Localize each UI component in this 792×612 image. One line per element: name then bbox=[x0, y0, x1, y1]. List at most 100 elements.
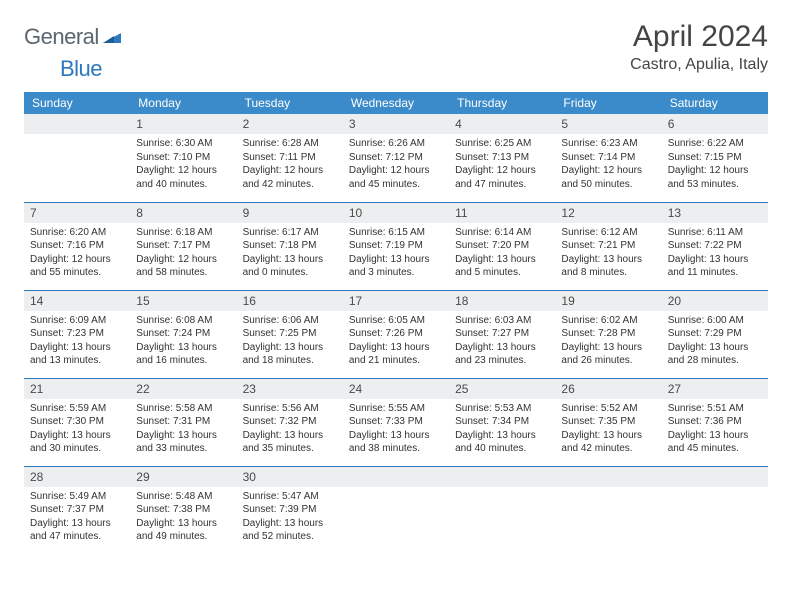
calendar-cell: 26Sunrise: 5:52 AMSunset: 7:35 PMDayligh… bbox=[555, 378, 661, 466]
day-details: Sunrise: 6:14 AMSunset: 7:20 PMDaylight:… bbox=[449, 223, 555, 284]
day-number: 9 bbox=[237, 203, 343, 223]
calendar-cell: 27Sunrise: 5:51 AMSunset: 7:36 PMDayligh… bbox=[662, 378, 768, 466]
day-details: Sunrise: 6:02 AMSunset: 7:28 PMDaylight:… bbox=[555, 311, 661, 372]
day-header: Tuesday bbox=[237, 92, 343, 114]
calendar-cell: 15Sunrise: 6:08 AMSunset: 7:24 PMDayligh… bbox=[130, 290, 236, 378]
day-header: Monday bbox=[130, 92, 236, 114]
location-text: Castro, Apulia, Italy bbox=[630, 56, 768, 74]
calendar-table: Sunday Monday Tuesday Wednesday Thursday… bbox=[24, 92, 768, 554]
day-header: Wednesday bbox=[343, 92, 449, 114]
day-number: 6 bbox=[662, 114, 768, 134]
day-number: 24 bbox=[343, 379, 449, 399]
day-header: Saturday bbox=[662, 92, 768, 114]
day-header-row: Sunday Monday Tuesday Wednesday Thursday… bbox=[24, 92, 768, 114]
calendar-cell: 17Sunrise: 6:05 AMSunset: 7:26 PMDayligh… bbox=[343, 290, 449, 378]
day-details: Sunrise: 6:12 AMSunset: 7:21 PMDaylight:… bbox=[555, 223, 661, 284]
calendar-cell: 11Sunrise: 6:14 AMSunset: 7:20 PMDayligh… bbox=[449, 202, 555, 290]
day-details: Sunrise: 6:26 AMSunset: 7:12 PMDaylight:… bbox=[343, 134, 449, 195]
calendar-week-row: 14Sunrise: 6:09 AMSunset: 7:23 PMDayligh… bbox=[24, 290, 768, 378]
calendar-cell: 5Sunrise: 6:23 AMSunset: 7:14 PMDaylight… bbox=[555, 114, 661, 202]
calendar-cell: 6Sunrise: 6:22 AMSunset: 7:15 PMDaylight… bbox=[662, 114, 768, 202]
day-details: Sunrise: 5:52 AMSunset: 7:35 PMDaylight:… bbox=[555, 399, 661, 460]
day-details: Sunrise: 6:30 AMSunset: 7:10 PMDaylight:… bbox=[130, 134, 236, 195]
day-number: 16 bbox=[237, 291, 343, 311]
day-number: 30 bbox=[237, 467, 343, 487]
day-details: Sunrise: 5:58 AMSunset: 7:31 PMDaylight:… bbox=[130, 399, 236, 460]
day-number: 19 bbox=[555, 291, 661, 311]
day-number: 18 bbox=[449, 291, 555, 311]
day-details: Sunrise: 6:18 AMSunset: 7:17 PMDaylight:… bbox=[130, 223, 236, 284]
calendar-body: 1Sunrise: 6:30 AMSunset: 7:10 PMDaylight… bbox=[24, 114, 768, 554]
calendar-cell: 19Sunrise: 6:02 AMSunset: 7:28 PMDayligh… bbox=[555, 290, 661, 378]
calendar-cell: 30Sunrise: 5:47 AMSunset: 7:39 PMDayligh… bbox=[237, 466, 343, 554]
day-details: Sunrise: 6:17 AMSunset: 7:18 PMDaylight:… bbox=[237, 223, 343, 284]
calendar-cell: 29Sunrise: 5:48 AMSunset: 7:38 PMDayligh… bbox=[130, 466, 236, 554]
calendar-week-row: 1Sunrise: 6:30 AMSunset: 7:10 PMDaylight… bbox=[24, 114, 768, 202]
day-details: Sunrise: 5:49 AMSunset: 7:37 PMDaylight:… bbox=[24, 487, 130, 548]
calendar-head: Sunday Monday Tuesday Wednesday Thursday… bbox=[24, 92, 768, 114]
calendar-cell: 13Sunrise: 6:11 AMSunset: 7:22 PMDayligh… bbox=[662, 202, 768, 290]
day-number: 10 bbox=[343, 203, 449, 223]
title-block: April 2024 Castro, Apulia, Italy bbox=[630, 20, 768, 74]
day-details: Sunrise: 6:23 AMSunset: 7:14 PMDaylight:… bbox=[555, 134, 661, 195]
day-details: Sunrise: 6:06 AMSunset: 7:25 PMDaylight:… bbox=[237, 311, 343, 372]
day-number bbox=[662, 467, 768, 487]
calendar-cell bbox=[449, 466, 555, 554]
day-number bbox=[343, 467, 449, 487]
day-details: Sunrise: 5:53 AMSunset: 7:34 PMDaylight:… bbox=[449, 399, 555, 460]
logo-text-2: Blue bbox=[60, 56, 102, 81]
day-number: 23 bbox=[237, 379, 343, 399]
calendar-cell: 12Sunrise: 6:12 AMSunset: 7:21 PMDayligh… bbox=[555, 202, 661, 290]
day-details: Sunrise: 6:08 AMSunset: 7:24 PMDaylight:… bbox=[130, 311, 236, 372]
calendar-page: General April 2024 Castro, Apulia, Italy… bbox=[0, 0, 792, 554]
day-number: 12 bbox=[555, 203, 661, 223]
calendar-cell: 9Sunrise: 6:17 AMSunset: 7:18 PMDaylight… bbox=[237, 202, 343, 290]
day-number: 5 bbox=[555, 114, 661, 134]
day-number: 3 bbox=[343, 114, 449, 134]
day-number: 15 bbox=[130, 291, 236, 311]
calendar-cell: 2Sunrise: 6:28 AMSunset: 7:11 PMDaylight… bbox=[237, 114, 343, 202]
day-number: 11 bbox=[449, 203, 555, 223]
day-number: 27 bbox=[662, 379, 768, 399]
day-details: Sunrise: 6:28 AMSunset: 7:11 PMDaylight:… bbox=[237, 134, 343, 195]
calendar-cell: 16Sunrise: 6:06 AMSunset: 7:25 PMDayligh… bbox=[237, 290, 343, 378]
calendar-week-row: 28Sunrise: 5:49 AMSunset: 7:37 PMDayligh… bbox=[24, 466, 768, 554]
calendar-cell: 20Sunrise: 6:00 AMSunset: 7:29 PMDayligh… bbox=[662, 290, 768, 378]
day-number bbox=[449, 467, 555, 487]
calendar-cell: 25Sunrise: 5:53 AMSunset: 7:34 PMDayligh… bbox=[449, 378, 555, 466]
day-details: Sunrise: 5:48 AMSunset: 7:38 PMDaylight:… bbox=[130, 487, 236, 548]
day-number: 4 bbox=[449, 114, 555, 134]
day-number: 29 bbox=[130, 467, 236, 487]
day-number bbox=[24, 114, 130, 134]
logo-text-1: General bbox=[24, 24, 99, 50]
calendar-cell bbox=[24, 114, 130, 202]
day-details: Sunrise: 5:59 AMSunset: 7:30 PMDaylight:… bbox=[24, 399, 130, 460]
day-details: Sunrise: 6:00 AMSunset: 7:29 PMDaylight:… bbox=[662, 311, 768, 372]
calendar-cell: 4Sunrise: 6:25 AMSunset: 7:13 PMDaylight… bbox=[449, 114, 555, 202]
calendar-cell: 7Sunrise: 6:20 AMSunset: 7:16 PMDaylight… bbox=[24, 202, 130, 290]
calendar-cell: 14Sunrise: 6:09 AMSunset: 7:23 PMDayligh… bbox=[24, 290, 130, 378]
day-number: 20 bbox=[662, 291, 768, 311]
month-title: April 2024 bbox=[630, 20, 768, 54]
day-details: Sunrise: 5:56 AMSunset: 7:32 PMDaylight:… bbox=[237, 399, 343, 460]
day-details: Sunrise: 6:05 AMSunset: 7:26 PMDaylight:… bbox=[343, 311, 449, 372]
calendar-week-row: 7Sunrise: 6:20 AMSunset: 7:16 PMDaylight… bbox=[24, 202, 768, 290]
calendar-cell: 8Sunrise: 6:18 AMSunset: 7:17 PMDaylight… bbox=[130, 202, 236, 290]
calendar-cell: 28Sunrise: 5:49 AMSunset: 7:37 PMDayligh… bbox=[24, 466, 130, 554]
day-number: 22 bbox=[130, 379, 236, 399]
calendar-cell: 22Sunrise: 5:58 AMSunset: 7:31 PMDayligh… bbox=[130, 378, 236, 466]
day-number: 1 bbox=[130, 114, 236, 134]
day-number: 28 bbox=[24, 467, 130, 487]
day-details: Sunrise: 6:22 AMSunset: 7:15 PMDaylight:… bbox=[662, 134, 768, 195]
day-header: Thursday bbox=[449, 92, 555, 114]
day-number: 2 bbox=[237, 114, 343, 134]
day-number: 26 bbox=[555, 379, 661, 399]
calendar-cell: 3Sunrise: 6:26 AMSunset: 7:12 PMDaylight… bbox=[343, 114, 449, 202]
day-number bbox=[555, 467, 661, 487]
calendar-cell: 21Sunrise: 5:59 AMSunset: 7:30 PMDayligh… bbox=[24, 378, 130, 466]
day-details: Sunrise: 5:51 AMSunset: 7:36 PMDaylight:… bbox=[662, 399, 768, 460]
day-number: 8 bbox=[130, 203, 236, 223]
calendar-cell bbox=[555, 466, 661, 554]
logo: General bbox=[24, 24, 124, 50]
calendar-cell: 18Sunrise: 6:03 AMSunset: 7:27 PMDayligh… bbox=[449, 290, 555, 378]
